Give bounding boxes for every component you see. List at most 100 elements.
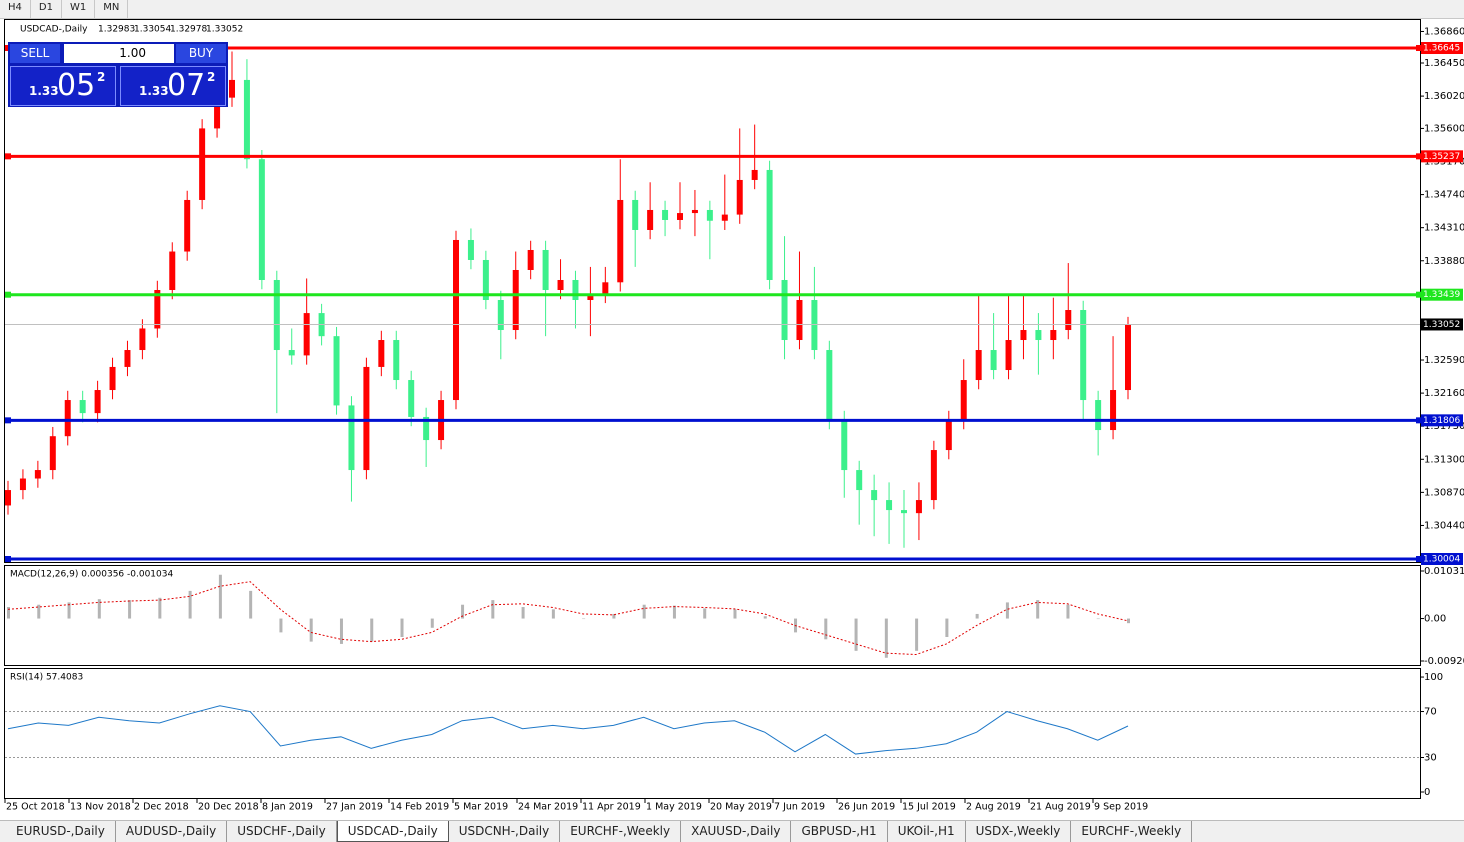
candle-body [124,350,131,367]
candle-body [945,420,952,451]
level-label: 1.36645 [1423,44,1460,54]
macd-bar [672,605,676,619]
candle-body [975,350,982,381]
candle-body [1005,340,1012,371]
level-label: 1.35237 [1423,152,1460,162]
price-big: 1.33 [139,84,169,98]
sell-button[interactable]: SELL [10,44,60,63]
level-label: 1.33439 [1423,290,1460,300]
level-tag [1421,150,1463,163]
lot-value: 1.00 [119,46,146,60]
candle-body [841,420,848,471]
chart-tab[interactable]: EURUSD-,Daily [6,821,116,842]
y-tick-label: 1.30440 [1424,520,1464,531]
buy-price[interactable]: 1.33 07 2 [120,66,226,106]
candle-body [542,249,549,290]
macd-bar [551,609,555,619]
timeframe-button[interactable]: MN [95,0,129,18]
macd-panel [4,565,1421,666]
candle-body [5,490,11,506]
ohlc-value: 1.32983 [98,25,135,35]
candle-body [303,313,310,356]
y-tick-label: 1.32590 [1424,355,1464,366]
timeframe-button[interactable]: W1 [62,0,96,18]
candle-body [34,470,41,479]
one-click-trading: SELL 1.00 BUY 1.33 05 2 1.33 07 2 [8,42,228,107]
lot-input[interactable]: 1.00 [64,44,174,63]
chart-tab[interactable]: GBPUSD-,H1 [791,821,888,842]
macd-signal [7,581,1129,656]
indicator-title: RSI(14) 57.4083 [10,673,83,683]
candle-body [139,328,146,351]
macd-bar [491,600,495,619]
macd-bar [461,604,465,619]
chart-tab[interactable]: AUDUSD-,Daily [116,821,228,842]
y-tick-label: 100 [1424,672,1443,683]
chart-tab[interactable]: UKOil-,H1 [888,821,966,842]
y-tick-label: 0 [1424,787,1430,798]
macd-bar [763,616,767,619]
macd-bar [733,609,737,619]
candle-body [199,128,206,200]
candle-body [647,209,654,230]
price-point: 2 [97,70,106,84]
sell-price[interactable]: 1.33 05 2 [10,66,116,106]
level-handle [5,417,11,424]
candle-body [1080,310,1087,401]
candle-body [467,239,474,260]
chart-tab[interactable]: USDCHF-,Daily [227,821,337,842]
y-tick-label: 1.31730 [1424,421,1464,432]
timeframe-button[interactable]: H4 [0,0,31,18]
candle-body [1035,330,1042,341]
macd-bar [218,574,222,619]
rsi-panel [4,668,1421,799]
candle-body [826,350,833,421]
y-tick-label: 0.00 [1424,614,1446,625]
chart-tab[interactable]: EURCHF-,Weekly [560,821,682,842]
chart-tab[interactable]: USDCNH-,Daily [449,821,561,842]
ohlc-value: 1.33052 [206,25,243,35]
macd-bar [945,618,949,638]
y-tick-label: 1.31300 [1424,454,1464,465]
chart-tab[interactable]: USDX-,Weekly [966,821,1072,842]
x-tick-label: 2 Dec 2018 [134,802,189,813]
price-pips: 07 [167,68,206,103]
chart-tab[interactable]: USDCAD-,Daily [336,821,449,842]
candle-body [736,179,743,215]
x-tick-label: 24 Mar 2019 [518,802,578,813]
x-tick-label: 26 Jun 2019 [838,802,895,813]
timeframe-bar: H4 D1 W1 MN [0,0,1464,19]
macd-bar [824,618,828,640]
level-handle [5,153,11,160]
buy-button[interactable]: BUY [176,44,226,63]
chart-tab[interactable]: EURCHF-,Weekly [1071,821,1193,842]
y-tick-label: 1.34310 [1424,223,1464,234]
level-handle [1416,291,1422,298]
candle-body [1095,400,1102,431]
timeframe-button[interactable]: D1 [31,0,62,18]
x-tick-label: 20 Dec 2018 [198,802,259,813]
y-tick-label: 1.36020 [1424,91,1464,102]
level-handle [1416,153,1422,160]
macd-bar [1066,604,1070,619]
candle-body [751,169,758,180]
y-tick-label: 1.36860 [1424,26,1464,37]
candle-body [766,169,773,280]
candle-body [721,214,728,221]
macd-bar [521,607,525,619]
candle-body [706,209,713,221]
chart-tab[interactable]: XAUUSD-,Daily [681,821,792,842]
x-tick-label: 11 Apr 2019 [582,802,641,813]
candle-body [348,405,355,471]
candle-body [94,390,101,414]
x-tick-label: 8 Jan 2019 [262,802,313,813]
macd-bar [854,618,858,651]
indicator-title: MACD(12,26,9) 0.000356 -0.001034 [10,570,173,580]
level-handle [5,291,11,298]
level-tag [1421,42,1463,55]
candle-body [856,470,863,491]
price-pips: 05 [57,68,96,103]
level-tag [1421,414,1463,427]
candle-body [617,199,624,283]
candle-body [169,251,176,290]
